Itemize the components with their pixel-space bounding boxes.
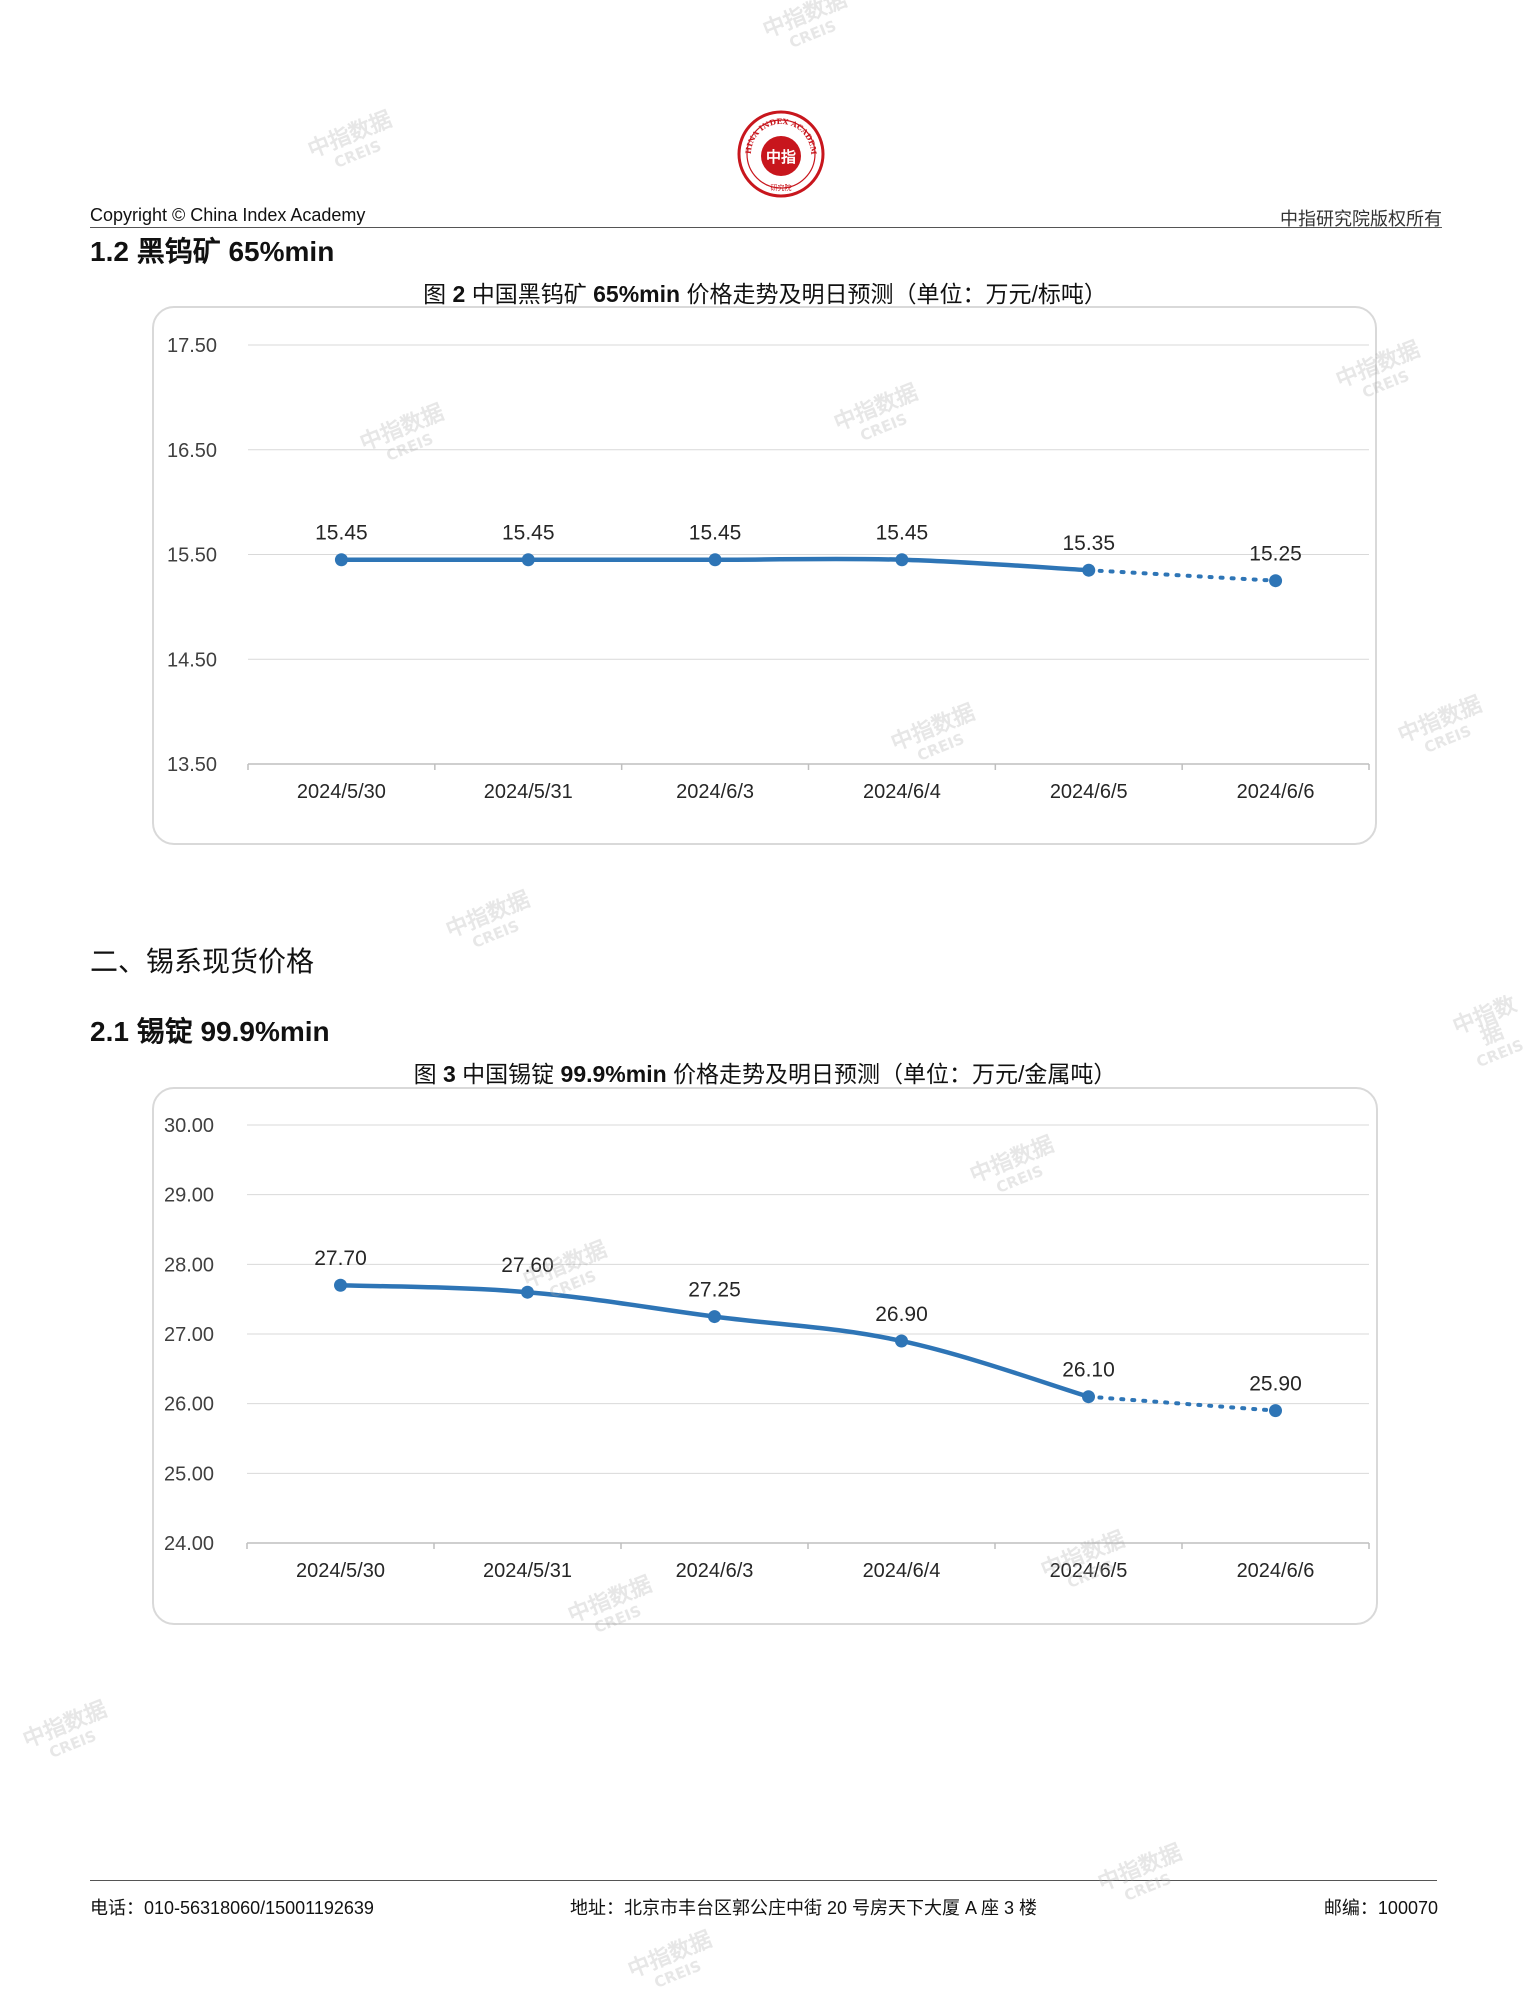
data-label: 15.25 [1249,543,1302,566]
data-label: 27.70 [314,1247,367,1270]
svg-text:中指: 中指 [766,148,796,166]
chart-svg: 17.50 16.50 15.50 14.50 13.50 2024/5/30 2024/5… [167,335,1370,803]
data-label: 25.90 [1249,1373,1302,1396]
y-tick-label: 15.50 [167,545,217,567]
watermark: 中指数据 CREIS [624,1927,716,1992]
x-tick-label: 2024/6/6 [1237,1560,1315,1582]
section-title-1-2: 1.2 黑钨矿 65%min [90,236,335,267]
x-tick-label: 2024/6/4 [863,781,941,803]
watermark: 中指数据 CREIS [759,0,851,52]
data-label: 15.35 [1062,532,1115,555]
figure-2-chart: 17.50 16.50 15.50 14.50 13.50 2024/5/30 2024/5… [152,306,1377,845]
data-point [1269,1404,1282,1418]
x-tick-label: 2024/5/31 [483,1560,572,1582]
data-point [521,1285,534,1299]
y-tick-label: 24.00 [164,1533,214,1555]
watermark: 中指数据 CREIS [1394,692,1486,757]
data-label: 26.90 [875,1303,928,1326]
y-tick-label: 27.00 [164,1324,214,1346]
data-point [334,1278,347,1292]
footer-postcode: 邮编：100070 [1323,1898,1438,1918]
svg-text:研究院: 研究院 [771,183,792,192]
watermark: 中指数据 CREIS [19,1697,111,1762]
data-point [708,553,722,567]
data-label: 15.45 [315,522,368,545]
figure-3-title: 图 3 中国锡锭 99.9%min 价格走势及明日预测（单位：万元/金属吨） [413,1061,1117,1087]
data-label: 27.60 [501,1254,554,1277]
x-tick-label: 2024/6/6 [1237,781,1315,803]
data-point [708,1310,721,1324]
y-tick-label: 14.50 [167,649,217,671]
data-label: 26.10 [1062,1359,1115,1382]
footer-address: 地址：北京市丰台区郭公庄中街 20 号房天下大厦 A 座 3 楼 [570,1898,1038,1918]
data-point [334,553,348,567]
y-tick-label: 17.50 [167,335,217,357]
x-tick-label: 2024/6/5 [1050,1560,1128,1582]
series-line-actual [338,1282,1091,1399]
figure-2-title: 图 2 中国黑钨矿 65%min 价格走势及明日预测（单位：万元/标吨） [423,281,1107,307]
header-divider [90,227,1442,228]
china-index-academy-logo: CHINA INDEX ACADEMY 中指 研究院 [737,110,825,198]
data-label: 15.45 [876,522,929,545]
data-label: 15.45 [502,522,555,545]
figure-3-chart: 30.00 29.00 28.00 27.00 26.00 25.00 24.00 2024/… [152,1087,1378,1625]
footer-divider [90,1880,1437,1881]
y-tick-label: 13.50 [167,754,217,776]
data-point [895,553,909,567]
watermark: 中指数据 CREIS [1094,1840,1186,1905]
y-tick-label: 28.00 [164,1254,214,1276]
data-point [1269,574,1283,588]
section-title-2-1: 2.1 锡锭 99.9%min [90,1016,330,1047]
data-point [1082,563,1096,577]
watermark: 中指数据 CREIS [442,887,534,952]
footer-phone: 电话：010-56318060/15001192639 [90,1898,374,1918]
watermark: 中指数据 CREIS [304,107,396,172]
x-tick-label: 2024/6/5 [1050,781,1128,803]
x-tick-label: 2024/5/30 [297,781,386,803]
x-tick-label: 2024/6/4 [863,1560,941,1582]
copyright-text: Copyright © China Index Academy [90,205,366,225]
y-tick-label: 30.00 [164,1115,214,1137]
data-point [895,1334,908,1348]
rights-text: 中指研究院版权所有 [1280,209,1442,230]
x-tick-label: 2024/6/3 [676,781,754,803]
y-tick-label: 16.50 [167,440,217,462]
x-tick-label: 2024/5/31 [484,781,573,803]
x-tick-label: 2024/6/3 [676,1560,754,1582]
data-point [521,553,535,567]
chart-svg: 30.00 29.00 28.00 27.00 26.00 25.00 24.00 2024/… [164,1115,1370,1582]
section-title-2: 二、锡系现货价格 [90,945,315,978]
data-label: 15.45 [689,522,742,545]
y-tick-label: 25.00 [164,1463,214,1485]
data-label: 27.25 [688,1279,741,1302]
x-tick-label: 2024/5/30 [296,1560,385,1582]
y-tick-label: 29.00 [164,1185,214,1207]
y-tick-label: 26.00 [164,1394,214,1416]
data-point [1082,1390,1095,1404]
series-line-forecast [1086,568,1278,583]
